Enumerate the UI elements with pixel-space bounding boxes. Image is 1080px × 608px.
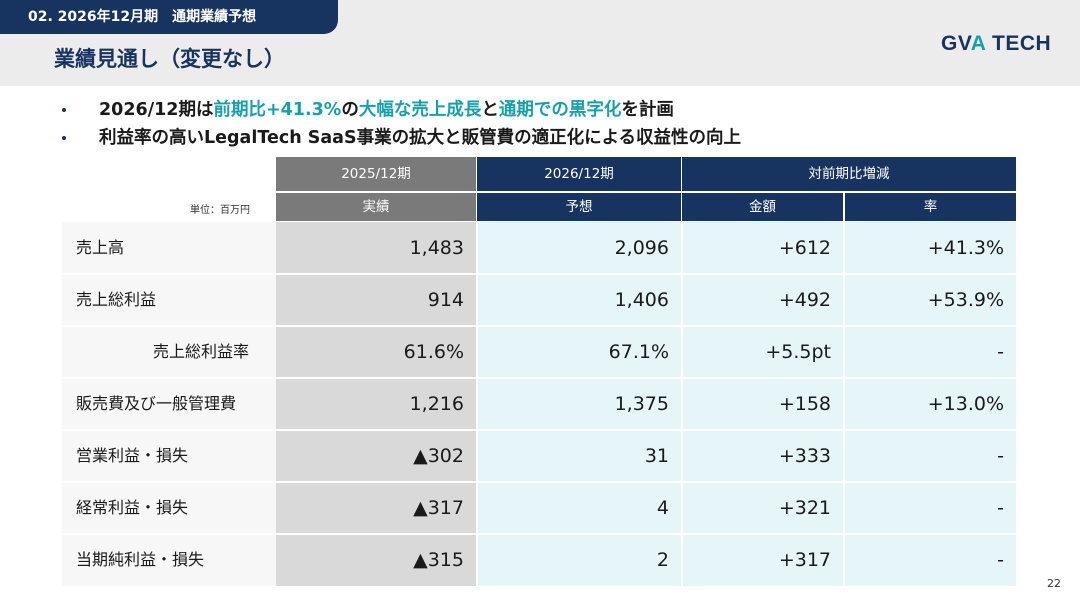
section-tab: 02. 2026年12月期 通期業績予想 <box>0 0 338 34</box>
forecast-value: 67.1% <box>608 341 669 363</box>
actual-value: 914 <box>427 289 464 311</box>
header-yoy-change: 対前期比増減 <box>682 157 1016 191</box>
rate-value: +41.3% <box>927 237 1004 259</box>
row-divider <box>62 429 1016 431</box>
header-actual: 実績 <box>276 193 476 221</box>
diff-value: +5.5pt <box>765 341 831 363</box>
header-amount: 金額 <box>682 193 843 221</box>
bullet-dot-icon <box>62 136 66 140</box>
header-fy2026: 2026/12期 <box>477 157 681 191</box>
row-divider <box>62 481 1016 483</box>
company-logo: GVA TECH <box>941 32 1051 56</box>
bullet-dot-icon <box>62 108 66 112</box>
diff-value: +158 <box>778 393 831 415</box>
rate-value: - <box>997 497 1004 519</box>
label-column-bg <box>62 222 276 586</box>
row-label: 売上総利益 <box>76 290 157 309</box>
page-number: 22 <box>1047 577 1061 590</box>
row-divider <box>62 533 1016 535</box>
forecast-value: 31 <box>644 445 669 467</box>
column-divider <box>843 222 845 586</box>
column-divider <box>476 222 478 586</box>
row-label: 営業利益・損失 <box>76 446 189 465</box>
logo-text-accent: A <box>970 32 986 55</box>
bullet-highlight: 大幅な売上成長 <box>358 100 482 120</box>
diff-value: +492 <box>778 289 831 311</box>
row-label: 売上総利益率 <box>153 342 250 361</box>
header-fy2025: 2025/12期 <box>276 157 476 191</box>
bullet-highlight: 通期での黒字化 <box>498 100 622 120</box>
bullet-text: 2026/12期は <box>99 100 214 120</box>
rate-value: +13.0% <box>927 393 1004 415</box>
rate-value: - <box>997 549 1004 571</box>
row-divider <box>62 325 1016 327</box>
diff-value: +317 <box>778 549 831 571</box>
header-forecast: 予想 <box>477 193 681 221</box>
bullet-highlight: 前期比+41.3% <box>213 100 342 120</box>
row-label: 販売費及び一般管理費 <box>76 394 237 413</box>
bullet-item: 利益率の高いLegalTech SaaS事業の拡大と販管費の適正化による収益性の… <box>62 126 741 154</box>
bullet-text: と <box>481 100 499 120</box>
actual-value: 1,483 <box>409 237 464 259</box>
logo-text-main: GV <box>941 32 971 55</box>
forecast-value: 2,096 <box>614 237 669 259</box>
forecast-column-bg <box>477 222 1016 586</box>
actual-value: ▲302 <box>413 445 464 467</box>
actual-value: ▲317 <box>413 497 464 519</box>
unit-label: 単位：百万円 <box>190 205 250 216</box>
row-label: 売上高 <box>76 238 125 257</box>
bullet-text: を計画 <box>621 100 674 120</box>
rate-value: +53.9% <box>927 289 1004 311</box>
header-rate: 率 <box>845 193 1016 221</box>
logo-text-rest: TECH <box>985 32 1052 55</box>
forecast-value: 2 <box>656 549 669 571</box>
row-label: 当期純利益・損失 <box>76 550 205 569</box>
bullet-text: 利益率の高いLegalTech SaaS事業の拡大と販管費の適正化による収益性の… <box>99 128 742 148</box>
page-title: 業績見通し（変更なし） <box>54 47 285 71</box>
row-label: 経常利益・損失 <box>76 498 189 517</box>
forecast-value: 1,375 <box>614 393 669 415</box>
diff-value: +333 <box>778 445 831 467</box>
bullet-text: の <box>341 100 359 120</box>
forecast-value: 4 <box>656 497 669 519</box>
bullet-item: 2026/12期は前期比+41.3%の大幅な売上成長と通期での黒字化を計画 <box>62 98 741 126</box>
actual-value: 1,216 <box>409 393 464 415</box>
diff-value: +612 <box>778 237 831 259</box>
actual-value: ▲315 <box>413 549 464 571</box>
row-divider <box>62 377 1016 379</box>
actual-column-bg <box>276 222 476 586</box>
actual-value: 61.6% <box>403 341 464 363</box>
rate-value: - <box>997 341 1004 363</box>
bullet-list: 2026/12期は前期比+41.3%の大幅な売上成長と通期での黒字化を計画 利益… <box>62 98 741 154</box>
diff-value: +321 <box>778 497 831 519</box>
forecast-value: 1,406 <box>614 289 669 311</box>
column-divider <box>681 222 683 586</box>
rate-value: - <box>997 445 1004 467</box>
row-divider <box>62 273 1016 275</box>
